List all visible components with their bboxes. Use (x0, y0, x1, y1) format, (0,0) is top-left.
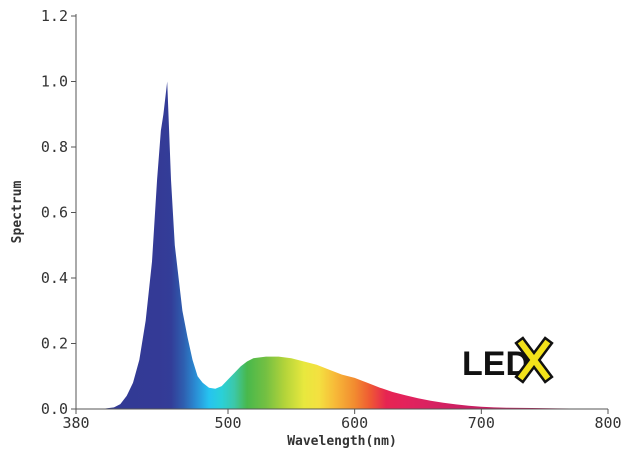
x-tick-label: 600 (341, 414, 368, 432)
x-tick-label: 380 (62, 414, 89, 432)
y-tick-label: 0.8 (41, 138, 68, 156)
logo-x-mark (514, 336, 554, 384)
y-tick-label: 0.6 (41, 204, 68, 222)
x-tick-label: 800 (594, 414, 621, 432)
x-tick-label: 500 (214, 414, 241, 432)
y-tick-label: 0.2 (41, 335, 68, 353)
y-tick-label: 1.2 (41, 7, 68, 25)
y-tick-label: 1.0 (41, 73, 68, 91)
ledx-logo: LED (462, 336, 554, 384)
x-tick-label: 700 (468, 414, 495, 432)
y-tick-label: 0.0 (41, 400, 68, 418)
x-axis-title: Wavelength(nm) (287, 434, 397, 449)
y-tick-label: 0.4 (41, 269, 68, 287)
logo-x-fill (517, 339, 551, 381)
y-axis-title: Spectrum (10, 181, 25, 244)
